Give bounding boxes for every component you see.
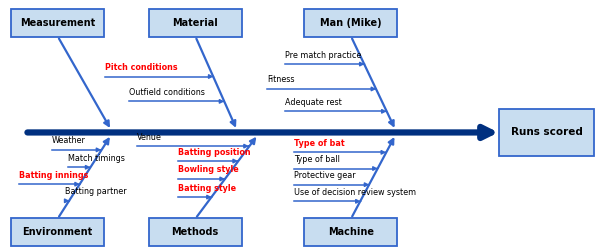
FancyBboxPatch shape [11,9,104,37]
Text: Venue: Venue [137,133,162,142]
Text: Fitness: Fitness [267,76,295,84]
Text: Machine: Machine [328,227,374,237]
Text: Weather: Weather [52,136,85,145]
Text: Batting position: Batting position [178,148,251,156]
Text: Type of bat: Type of bat [294,139,344,148]
FancyBboxPatch shape [149,9,242,37]
Text: Pre match practice: Pre match practice [285,50,361,59]
Text: Measurement: Measurement [20,18,95,28]
Text: Use of decision review system: Use of decision review system [294,188,416,197]
FancyBboxPatch shape [304,9,397,37]
Text: Methods: Methods [172,227,219,237]
Text: Batting style: Batting style [178,184,236,192]
FancyBboxPatch shape [499,109,594,156]
Text: Bowling style: Bowling style [178,166,239,174]
Text: Batting partner: Batting partner [65,187,127,196]
Text: Pitch conditions: Pitch conditions [106,63,178,72]
Text: Match timings: Match timings [68,154,125,163]
Text: Batting innings: Batting innings [19,171,88,180]
Text: Adequate rest: Adequate rest [285,98,342,107]
FancyBboxPatch shape [304,218,397,246]
Text: Outfield conditions: Outfield conditions [130,88,205,97]
Text: Environment: Environment [22,227,92,237]
FancyBboxPatch shape [149,218,242,246]
Text: Material: Material [172,18,218,28]
Text: Runs scored: Runs scored [511,128,583,138]
Text: Protective gear: Protective gear [294,171,356,180]
Text: Type of ball: Type of ball [294,155,340,164]
Text: Man (Mike): Man (Mike) [320,18,382,28]
FancyBboxPatch shape [11,218,104,246]
